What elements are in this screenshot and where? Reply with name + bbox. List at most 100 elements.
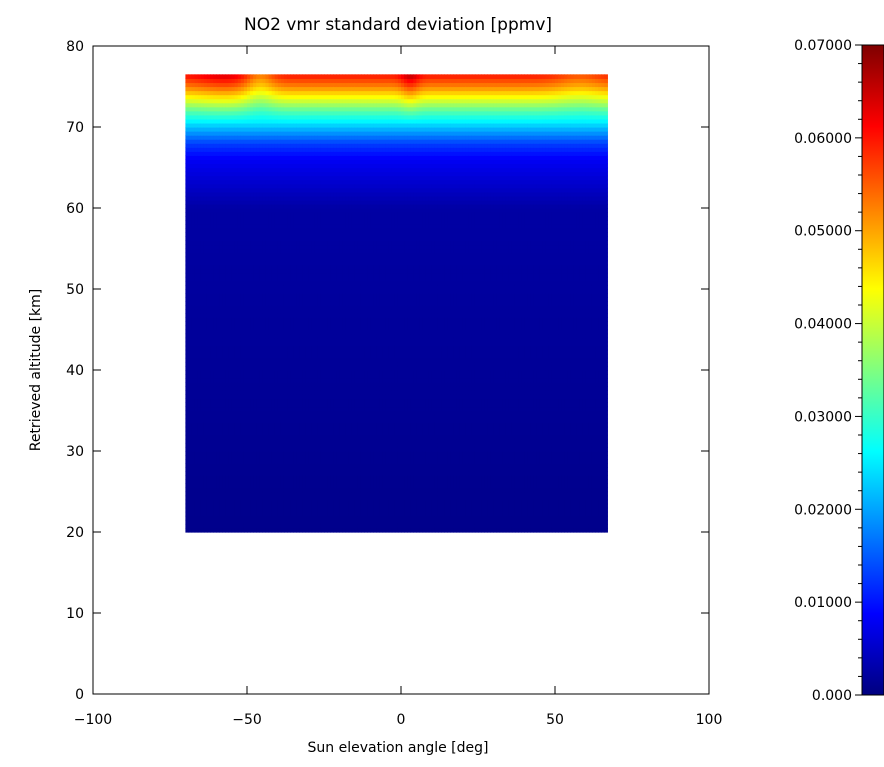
heatmap-cell <box>219 256 223 262</box>
heatmap-cell <box>197 171 202 177</box>
heatmap-cell <box>231 523 236 529</box>
heatmap-cell <box>228 382 233 387</box>
heatmap-cell <box>206 203 211 209</box>
heatmap-cell <box>243 276 248 282</box>
heatmap-cell <box>243 236 248 241</box>
heatmap-cell <box>185 127 190 132</box>
heatmap-cell <box>240 118 245 124</box>
heatmap-cell <box>191 459 196 464</box>
heatmap-cell <box>191 179 196 185</box>
heatmap-cell <box>197 527 202 533</box>
heatmap-cell <box>194 159 199 165</box>
heatmap-cell <box>237 410 242 416</box>
heatmap-cell <box>188 106 193 112</box>
heatmap-cell <box>206 523 211 529</box>
heatmap-cell <box>237 203 242 209</box>
heatmap-cell <box>216 127 220 132</box>
heatmap-cell <box>225 305 230 310</box>
heatmap-cell <box>222 272 227 278</box>
heatmap-cell <box>222 167 227 173</box>
heatmap-cell <box>240 90 245 96</box>
heatmap-cell <box>222 430 227 436</box>
heatmap-cell <box>216 264 220 270</box>
heatmap-cell <box>231 167 236 173</box>
heatmap-cell <box>188 410 193 416</box>
heatmap-cell <box>203 499 208 505</box>
heatmap-cell <box>225 224 230 229</box>
heatmap-cell <box>188 179 193 185</box>
heatmap-cell <box>225 118 230 124</box>
heatmap-cell <box>200 199 205 205</box>
heatmap-cell <box>231 301 236 306</box>
heatmap-cell <box>185 463 190 468</box>
heatmap-cell <box>228 260 233 266</box>
heatmap-cell <box>228 106 233 112</box>
heatmap-cell <box>225 171 230 177</box>
heatmap-cell <box>191 114 196 120</box>
heatmap-cell <box>225 390 230 395</box>
heatmap-cell <box>216 106 220 112</box>
heatmap-cell <box>185 147 190 152</box>
heatmap-cell <box>243 418 248 424</box>
heatmap-cell <box>203 471 208 476</box>
heatmap-cell <box>203 305 208 310</box>
heatmap-cell <box>231 187 236 193</box>
heatmap-cell <box>216 163 220 169</box>
heatmap-cell <box>228 293 233 298</box>
heatmap-cell <box>210 519 214 525</box>
heatmap-cell <box>194 451 199 456</box>
heatmap-cell <box>185 434 190 440</box>
heatmap-cell <box>188 240 193 246</box>
heatmap-cell <box>225 183 230 189</box>
heatmap-cell <box>206 382 211 387</box>
heatmap-cell <box>240 131 245 136</box>
heatmap-cell <box>200 527 205 533</box>
heatmap-cell <box>200 309 205 314</box>
heatmap-cell <box>234 402 239 408</box>
heatmap-cell <box>200 341 205 347</box>
heatmap-cell <box>188 122 193 128</box>
heatmap-cell <box>191 155 196 160</box>
heatmap-cell <box>191 507 196 513</box>
heatmap-cell <box>222 345 227 351</box>
heatmap-cell <box>197 511 202 517</box>
heatmap-cell <box>231 248 236 254</box>
heatmap-cell <box>222 199 227 205</box>
heatmap-cell <box>203 220 208 225</box>
heatmap-cell <box>240 515 245 521</box>
heatmap-cell <box>188 337 193 343</box>
heatmap-cell <box>206 491 211 497</box>
heatmap-cell <box>216 491 220 497</box>
heatmap-cell <box>219 434 223 440</box>
heatmap-cell <box>213 256 217 262</box>
heatmap-cell <box>234 365 239 371</box>
heatmap-cell <box>216 483 220 489</box>
heatmap-cell <box>191 313 196 318</box>
heatmap-cell <box>206 127 211 132</box>
heatmap-cell <box>194 410 199 416</box>
heatmap-cell <box>206 434 211 440</box>
heatmap-cell <box>210 212 214 217</box>
heatmap-cell <box>213 519 217 525</box>
heatmap-cell <box>191 199 196 205</box>
heatmap-cell <box>237 183 242 189</box>
heatmap-cell <box>194 212 199 217</box>
heatmap-cell <box>243 175 248 181</box>
heatmap-cell <box>191 357 196 363</box>
heatmap-cell <box>197 382 202 387</box>
heatmap-cell <box>234 345 239 351</box>
heatmap-cell <box>206 208 211 213</box>
heatmap-cell <box>240 203 245 209</box>
heatmap-cell <box>185 203 190 209</box>
heatmap-cell <box>188 183 193 189</box>
heatmap-cell <box>213 236 217 241</box>
heatmap-cell <box>197 361 202 367</box>
heatmap-cell <box>194 272 199 278</box>
heatmap-cell <box>231 179 236 185</box>
heatmap-cell <box>237 297 242 302</box>
heatmap-cell <box>210 256 214 262</box>
heatmap-cell <box>213 122 217 128</box>
heatmap-cell <box>213 175 217 181</box>
heatmap-cell <box>200 491 205 497</box>
heatmap-cell <box>234 414 239 420</box>
